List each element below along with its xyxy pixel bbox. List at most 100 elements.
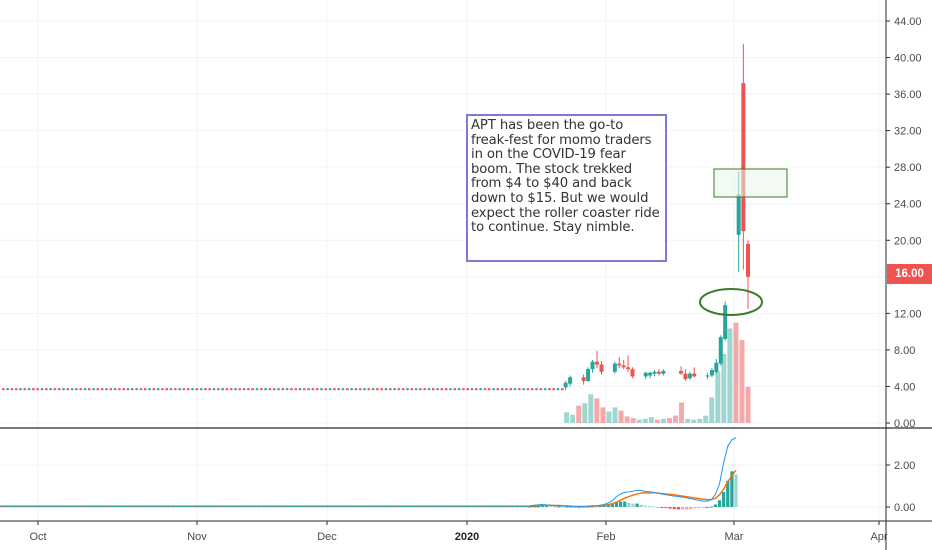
flat-candle	[126, 388, 130, 391]
flat-candle	[191, 388, 194, 391]
flat-candle	[303, 388, 306, 391]
volume-bar	[642, 418, 648, 423]
flat-candle	[535, 388, 538, 391]
macd-flat-hist	[489, 506, 493, 508]
macd-flat-hist	[59, 506, 63, 508]
flat-candle	[148, 388, 151, 391]
macd-flat-hist	[498, 506, 502, 508]
candle-body	[723, 305, 728, 339]
volume-bar	[739, 339, 745, 423]
macd-histogram-bar	[660, 507, 664, 508]
flat-candle	[513, 388, 517, 391]
candle-body	[683, 373, 688, 380]
macd-histogram-bar	[549, 506, 553, 508]
macd-histogram-bar	[722, 491, 726, 507]
macd-flat-hist	[188, 506, 192, 508]
flat-candle	[436, 388, 439, 391]
macd-flat-hist	[468, 506, 471, 508]
macd-flat-hist	[464, 506, 467, 508]
macd-flat-hist	[283, 506, 287, 508]
macd-histogram-bar	[672, 507, 676, 510]
time-tick-label: Oct	[29, 531, 46, 543]
macd-flat-hist	[455, 506, 459, 508]
macd-histogram-bar	[614, 501, 619, 507]
macd-pane	[0, 437, 738, 510]
flat-candle	[401, 388, 405, 391]
macd-flat-hist	[322, 506, 325, 508]
time-tick-label: Dec	[317, 531, 337, 543]
volume-bar	[697, 418, 703, 423]
flat-candle	[6, 388, 9, 391]
target-zone-box[interactable]	[713, 168, 788, 198]
flat-candle	[2, 388, 5, 391]
macd-flat-hist	[292, 506, 295, 508]
macd-flat-hist	[141, 506, 145, 508]
flat-candle	[36, 388, 39, 391]
macd-histogram-bar	[701, 507, 705, 508]
macd-flat-hist	[72, 506, 76, 508]
flat-candle	[272, 388, 276, 391]
flat-candle	[53, 388, 57, 391]
macd-flat-hist	[477, 506, 480, 508]
flat-candle	[315, 388, 319, 391]
flat-candle	[217, 388, 220, 391]
flat-candle	[66, 388, 70, 391]
support-ellipse[interactable]	[699, 288, 763, 316]
price-tick-label: 20.00	[894, 235, 922, 247]
macd-flat-hist	[317, 506, 321, 508]
flat-candle	[341, 388, 345, 391]
flat-candle	[479, 388, 482, 391]
flat-candle	[414, 388, 418, 391]
flat-candle	[32, 388, 35, 391]
macd-flat-hist	[38, 506, 41, 508]
flat-candle	[453, 388, 457, 391]
macd-flat-hist	[485, 506, 489, 508]
flat-candle	[561, 388, 564, 391]
macd-flat-hist	[77, 506, 80, 508]
flat-candle	[457, 388, 461, 391]
annotation-note[interactable]: APT has been the go-to freak-fest for mo…	[466, 114, 667, 262]
flat-candle	[195, 388, 199, 391]
drawings	[699, 168, 788, 316]
macd-flat-hist	[373, 506, 377, 508]
candle-body	[590, 361, 595, 370]
candle-body	[705, 375, 710, 377]
macd-flat-hist	[429, 506, 433, 508]
macd-flat-hist	[201, 506, 205, 508]
macd-tick-label: 0.00	[894, 502, 915, 514]
macd-flat-hist	[446, 506, 450, 508]
macd-flat-hist	[399, 506, 403, 508]
macd-histogram-bar	[664, 507, 668, 509]
macd-flat-hist	[481, 506, 484, 508]
price-tick-label: 36.00	[894, 89, 922, 101]
candle-body	[643, 372, 648, 377]
flat-candle	[178, 388, 181, 391]
macd-histogram-bar	[569, 506, 573, 508]
macd-flat-hist	[403, 506, 407, 508]
flat-candle	[156, 388, 160, 391]
flat-candle	[487, 388, 491, 391]
macd-flat-hist	[507, 506, 510, 508]
macd-histogram-bar	[631, 503, 635, 507]
flat-candle	[186, 388, 190, 391]
flat-candle	[40, 388, 44, 391]
price-tick-label: 12.00	[894, 308, 922, 320]
macd-tick-label: 2.00	[894, 460, 915, 472]
volume-bar	[630, 418, 636, 423]
candle-body	[563, 382, 568, 388]
flat-candle	[393, 388, 396, 391]
flat-candle	[135, 388, 138, 391]
macd-flat-hist	[4, 506, 7, 508]
macd-histogram-bar	[553, 506, 557, 508]
volume-bar	[660, 418, 666, 423]
flat-candle	[57, 388, 61, 391]
flat-candle	[440, 388, 444, 391]
macd-flat-hist	[51, 506, 54, 508]
macd-flat-hist	[416, 506, 420, 508]
flat-candle	[475, 388, 478, 391]
flat-candle	[174, 388, 177, 391]
volume-bar	[648, 417, 654, 423]
last-price-label: 16.00	[887, 264, 932, 284]
price-tick-label: 32.00	[894, 126, 922, 138]
